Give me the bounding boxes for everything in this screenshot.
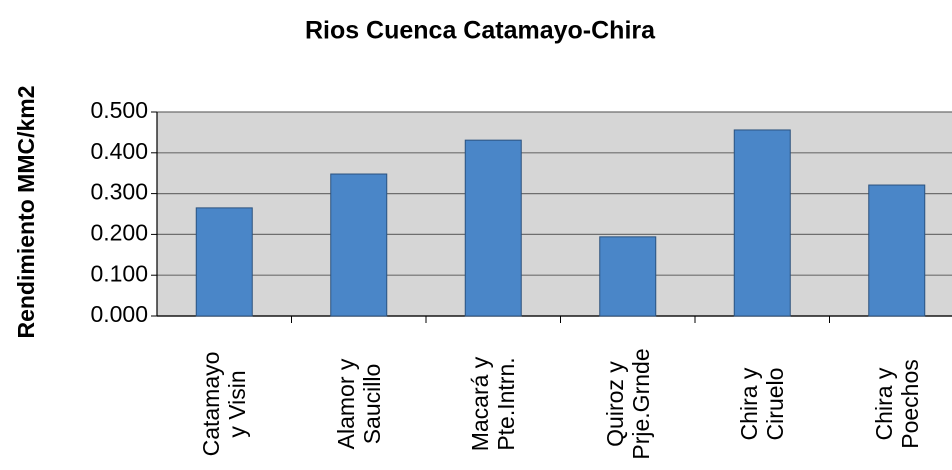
y-tick-label: 0.200 bbox=[90, 219, 148, 245]
y-tick-label: 0.500 bbox=[90, 97, 148, 123]
y-tick-label: 0.400 bbox=[90, 138, 148, 164]
bar bbox=[868, 184, 926, 317]
x-tick-label: Catamayo y Visin bbox=[198, 351, 251, 457]
x-tick-label: Quiroz y Prje.Grnde bbox=[601, 348, 654, 460]
y-tick-label: 0.300 bbox=[90, 179, 148, 205]
bar bbox=[599, 236, 657, 317]
y-tick-label: 0.000 bbox=[90, 301, 148, 327]
x-tick-label: Chira y Ciruelo bbox=[736, 367, 789, 441]
chart-title: Rios Cuenca Catamayo-Chira bbox=[305, 17, 656, 45]
bar bbox=[195, 207, 253, 317]
bar bbox=[733, 129, 791, 317]
x-tick-label: Alamor y Saucillo bbox=[332, 358, 385, 450]
y-axis-label: Rendimiento MMC/km2 bbox=[13, 85, 39, 338]
bar bbox=[464, 139, 522, 317]
x-tick-label: Chira y Poechos bbox=[870, 359, 923, 449]
x-tick-label: Macará y Pte.Intrn. bbox=[467, 356, 520, 452]
plot-background bbox=[157, 112, 952, 316]
bar bbox=[330, 173, 388, 317]
y-tick-label: 0.100 bbox=[90, 260, 148, 286]
